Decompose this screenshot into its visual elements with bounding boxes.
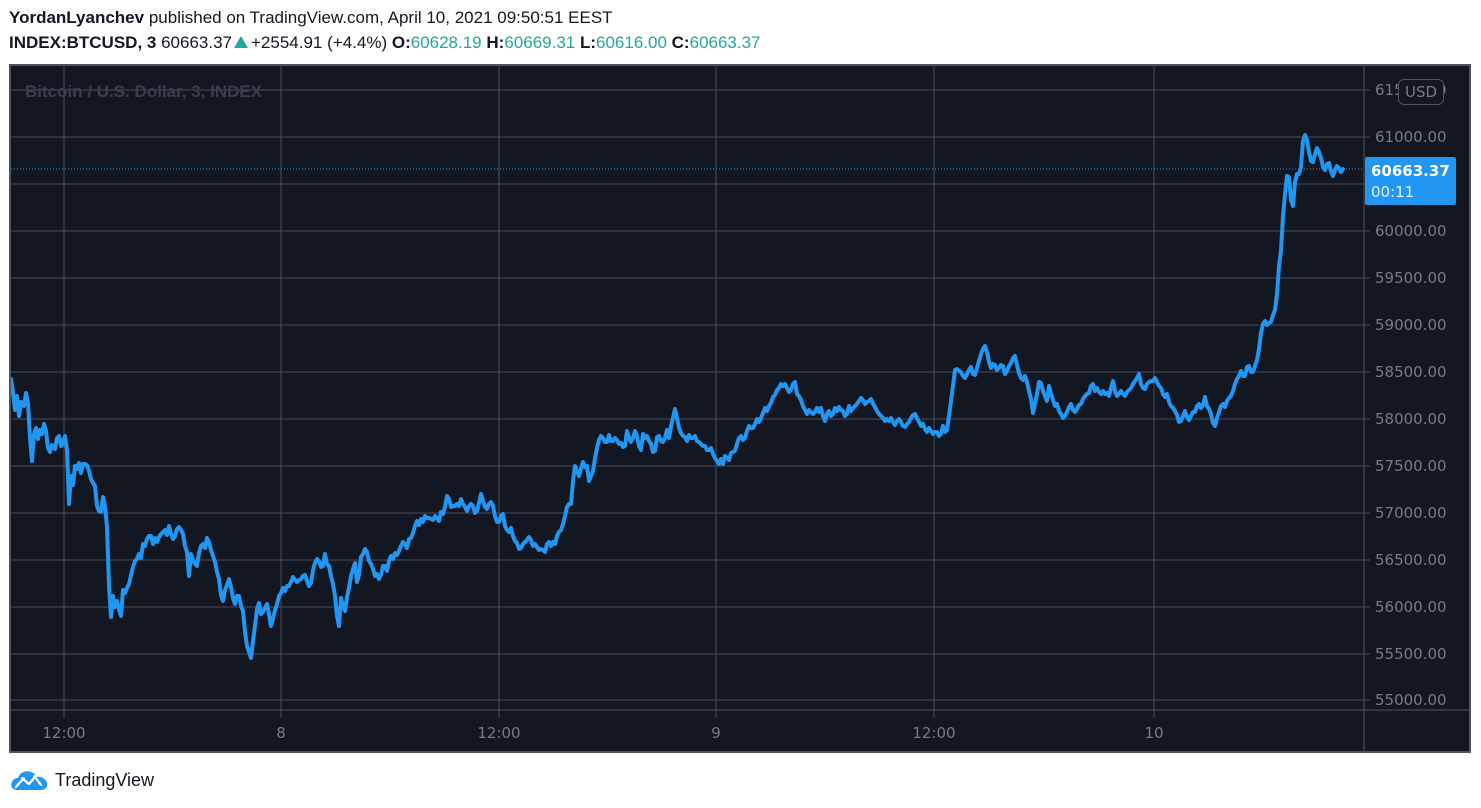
close-label: C:: [671, 33, 690, 52]
price-tick: 55000.00: [1375, 691, 1447, 709]
last-price: 60663.37: [161, 33, 232, 52]
price-tick: 58500.00: [1375, 363, 1447, 381]
low-label: L:: [579, 33, 597, 52]
author-name[interactable]: YordanLyanchev: [9, 8, 145, 27]
open-label: O:: [391, 33, 411, 52]
time-tick: 12:00: [912, 724, 955, 742]
high-value: 60669.31: [504, 33, 576, 52]
footer-brand[interactable]: TradingView: [10, 768, 154, 792]
vertical-gridlines: [63, 66, 1155, 718]
price-change: +2554.91 (+4.4%): [251, 33, 388, 52]
symbol-name[interactable]: INDEX:BTCUSD, 3: [9, 33, 157, 52]
time-tick: 10: [1144, 724, 1163, 742]
price-tick: 55500.00: [1375, 645, 1447, 663]
price-tick: 57500.00: [1375, 457, 1447, 475]
time-tick: 12:00: [42, 724, 85, 742]
tradingview-logo-icon: [11, 771, 48, 790]
chart-watermark: Bitcoin / U.S. Dollar, 3, INDEX: [25, 82, 263, 101]
currency-badge[interactable]: USD: [1398, 79, 1444, 105]
price-tick: 56000.00: [1375, 598, 1447, 616]
time-tick: 8: [276, 724, 286, 742]
brand-name: TradingView: [55, 769, 155, 790]
time-axis-labels: 12:00 8 12:00 9 12:00 10: [42, 724, 1163, 742]
close-value: 60663.37: [689, 33, 761, 52]
symbol-legend: INDEX:BTCUSD, 3 60663.37 +2554.91 (+4.4%)…: [9, 33, 761, 53]
bar-countdown: 00:11: [1371, 183, 1415, 201]
time-tick: 12:00: [477, 724, 520, 742]
horizontal-gridlines: [11, 89, 1364, 701]
price-axis-labels: 61500.00 61000.00 60000.00 59500.00 5900…: [1375, 81, 1447, 709]
current-price-label: 60663.37 00:11: [1365, 157, 1456, 205]
price-tick: 59000.00: [1375, 316, 1447, 334]
price-tick: 58000.00: [1375, 410, 1447, 428]
publish-info: YordanLyanchev published on TradingView.…: [9, 8, 613, 28]
low-value: 60616.00: [596, 33, 667, 52]
up-triangle-icon: [234, 36, 248, 48]
price-tick: 60000.00: [1375, 222, 1447, 240]
price-tick: 59500.00: [1375, 269, 1447, 287]
price-series-line: [11, 133, 1345, 660]
published-text: published on TradingView.com, April 10, …: [144, 8, 613, 27]
current-price-value: 60663.37: [1371, 162, 1450, 180]
time-tick: 9: [711, 724, 721, 742]
price-chart[interactable]: 61500.00 61000.00 60000.00 59500.00 5900…: [11, 66, 1469, 751]
price-tick: 57000.00: [1375, 504, 1447, 522]
price-tick: 61000.00: [1375, 128, 1447, 146]
open-value: 60628.19: [410, 33, 482, 52]
price-tick: 56500.00: [1375, 551, 1447, 569]
chart-panel[interactable]: 61500.00 61000.00 60000.00 59500.00 5900…: [9, 64, 1471, 753]
high-label: H:: [486, 33, 505, 52]
